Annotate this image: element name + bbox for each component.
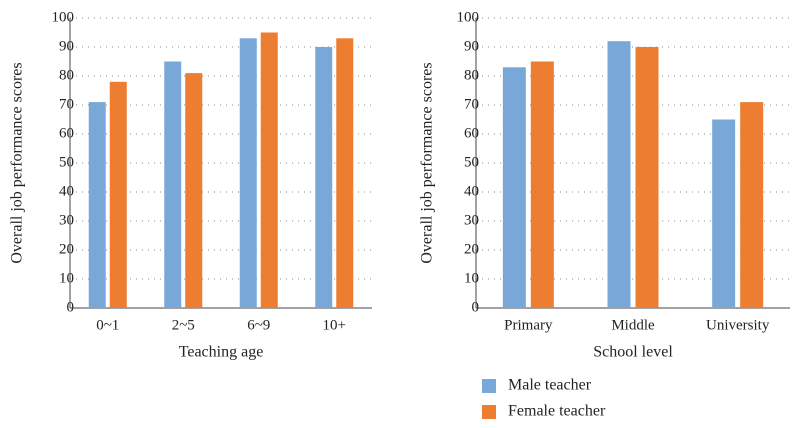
x-tick-label: University	[706, 317, 770, 333]
bar	[88, 102, 106, 308]
bar	[530, 61, 554, 308]
y-tick-label: 10	[464, 270, 479, 286]
bar	[260, 32, 278, 308]
bar	[607, 41, 631, 308]
x-tick-label: 6~9	[247, 317, 270, 333]
y-tick-label: 80	[59, 67, 74, 83]
y-tick-label: 80	[464, 67, 479, 83]
y-tick-label: 40	[464, 183, 479, 199]
x-tick-label: Middle	[611, 317, 655, 333]
y-axis-title: Overall job performance scores	[9, 62, 26, 263]
bar	[239, 38, 257, 309]
bar	[336, 38, 354, 309]
y-tick-label: 100	[457, 9, 480, 25]
x-tick-label: 0~1	[96, 317, 119, 333]
bar	[315, 47, 333, 308]
bar	[740, 102, 764, 308]
y-tick-label: 90	[59, 38, 74, 54]
x-tick-label: Primary	[504, 317, 553, 333]
y-tick-label: 30	[464, 212, 479, 228]
y-tick-label: 20	[464, 241, 479, 257]
y-tick-label: 50	[59, 154, 74, 170]
y-tick-label: 20	[59, 241, 74, 257]
legend-label: Female teacher	[508, 403, 606, 420]
y-tick-label: 90	[464, 38, 479, 54]
x-tick-label: 2~5	[172, 317, 195, 333]
y-tick-label: 30	[59, 212, 74, 228]
bar	[109, 81, 127, 308]
x-axis-title: Teaching age	[179, 344, 264, 361]
legend-label: Male teacher	[508, 377, 592, 394]
legend-swatch	[482, 379, 496, 393]
y-tick-label: 0	[472, 299, 480, 315]
x-axis-title: School level	[593, 344, 673, 361]
legend-swatch	[482, 405, 496, 419]
x-tick-label: 10+	[323, 317, 346, 333]
y-tick-label: 70	[464, 96, 479, 112]
y-tick-label: 100	[52, 9, 75, 25]
bar	[635, 47, 659, 308]
y-tick-label: 40	[59, 183, 74, 199]
y-tick-label: 50	[464, 154, 479, 170]
bar	[502, 67, 526, 308]
bar	[185, 73, 203, 308]
y-tick-label: 10	[59, 270, 74, 286]
y-tick-label: 60	[59, 125, 74, 141]
bar	[712, 119, 736, 308]
y-tick-label: 60	[464, 125, 479, 141]
y-tick-label: 70	[59, 96, 74, 112]
y-axis-title: Overall job performance scores	[419, 62, 436, 263]
bar	[164, 61, 182, 308]
